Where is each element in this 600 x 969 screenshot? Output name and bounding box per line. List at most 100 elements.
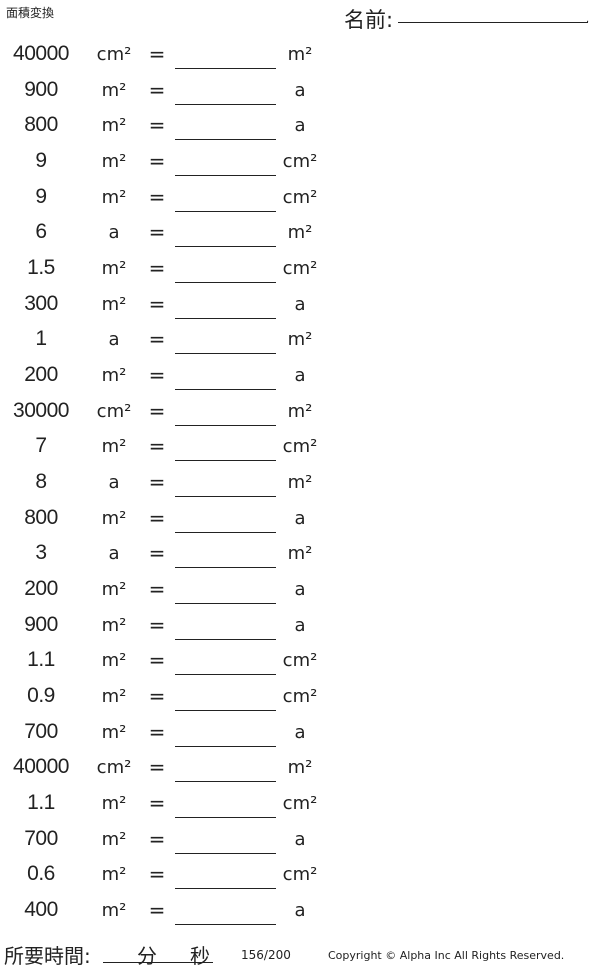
to-unit: m² (287, 543, 313, 565)
answer-blank[interactable] (175, 710, 276, 712)
name-label: 名前: (344, 8, 394, 32)
name-field[interactable] (398, 22, 588, 23)
problem-value: 200 (24, 577, 58, 601)
equals-sign: = (148, 791, 166, 816)
equals-sign: = (148, 898, 166, 923)
answer-blank[interactable] (175, 888, 276, 890)
equals-sign: = (148, 577, 166, 602)
problem-value: 700 (24, 826, 58, 850)
from-unit: a (108, 472, 120, 494)
to-unit: m² (287, 757, 313, 779)
answer-blank[interactable] (175, 68, 276, 69)
from-unit: a (108, 543, 120, 565)
problem-value: 800 (24, 113, 58, 137)
problem-value: 900 (24, 612, 58, 636)
problem-row: 40000 cm² = m² (0, 751, 340, 785)
problem-row: 3 a = m² (0, 537, 340, 571)
equals-sign: = (148, 862, 166, 887)
problem-row: 700 m² = a (0, 823, 340, 857)
answer-blank[interactable] (175, 674, 276, 676)
to-unit: cm² (282, 436, 318, 458)
problem-value: 6 (35, 220, 47, 244)
equals-sign: = (148, 327, 166, 352)
problem-row: 1 a = m² (0, 323, 340, 357)
problem-row: 7 m² = cm² (0, 430, 340, 464)
problem-row: 900 m² = a (0, 74, 340, 108)
equals-sign: = (148, 612, 166, 637)
from-unit: m² (101, 186, 127, 208)
equals-sign: = (148, 184, 166, 209)
answer-blank[interactable] (175, 246, 276, 248)
to-unit: m² (287, 44, 313, 65)
equals-sign: = (148, 220, 166, 245)
from-unit: m² (101, 650, 127, 672)
answer-blank[interactable] (175, 567, 276, 569)
problem-row: 8 a = m² (0, 466, 340, 500)
problem-value: 30000 (13, 398, 69, 422)
problem-row: 30000 cm² = m² (0, 395, 340, 429)
problem-value: 800 (24, 505, 58, 529)
problem-row: 700 m² = a (0, 716, 340, 750)
problem-value: 700 (24, 719, 58, 743)
page-number: 156/200 (241, 948, 291, 962)
answer-blank[interactable] (175, 638, 276, 640)
equals-sign: = (148, 42, 166, 66)
problem-row: 0.9 m² = cm² (0, 680, 340, 714)
answer-blank[interactable] (175, 531, 276, 533)
equals-sign: = (148, 755, 166, 780)
from-unit: m² (101, 293, 127, 315)
answer-blank[interactable] (175, 460, 276, 462)
to-unit: a (294, 115, 306, 137)
answer-blank[interactable] (175, 353, 276, 355)
answer-blank[interactable] (175, 745, 276, 747)
answer-blank[interactable] (175, 496, 276, 498)
answer-blank[interactable] (175, 139, 276, 141)
answer-blank[interactable] (175, 817, 276, 819)
problem-row: 200 m² = a (0, 573, 340, 607)
to-unit: a (294, 293, 306, 315)
answer-blank[interactable] (175, 282, 276, 284)
answer-blank[interactable] (175, 103, 276, 105)
to-unit: cm² (282, 864, 318, 886)
answer-blank[interactable] (175, 424, 276, 426)
problem-value: 3 (35, 541, 47, 565)
problem-row: 9 m² = cm² (0, 181, 340, 215)
problem-row: 1.1 m² = cm² (0, 787, 340, 821)
problem-row: 6 a = m² (0, 216, 340, 250)
problem-value: 0.6 (27, 862, 55, 886)
equals-sign: = (148, 149, 166, 173)
equals-sign: = (148, 113, 166, 138)
from-unit: m² (101, 828, 127, 850)
answer-blank[interactable] (175, 924, 276, 926)
from-unit: m² (101, 864, 127, 886)
equals-sign: = (148, 826, 166, 851)
to-unit: cm² (282, 793, 318, 815)
to-unit: a (294, 79, 306, 101)
from-unit: a (108, 222, 120, 244)
equals-sign: = (148, 398, 166, 423)
to-unit: a (294, 507, 306, 529)
answer-blank[interactable] (175, 389, 276, 391)
problem-value: 8 (35, 470, 47, 494)
to-unit: a (294, 828, 306, 850)
to-unit: m² (287, 329, 313, 351)
answer-blank[interactable] (175, 603, 276, 605)
problem-value: 400 (24, 898, 58, 922)
equals-sign: = (148, 719, 166, 744)
problem-value: 0.9 (27, 684, 55, 708)
equals-sign: = (148, 505, 166, 530)
from-unit: m² (101, 258, 127, 280)
worksheet-title: 面積変換 (6, 6, 55, 20)
seconds-label: 秒 (190, 944, 210, 968)
answer-blank[interactable] (175, 781, 276, 783)
from-unit: m² (101, 436, 127, 458)
time-field[interactable] (103, 962, 213, 963)
answer-blank[interactable] (175, 852, 276, 854)
answer-blank[interactable] (175, 210, 276, 212)
from-unit: m² (101, 79, 127, 101)
minutes-label: 分 (137, 944, 157, 968)
footer: 所要時間: 分 秒 156/200 Copyright © Alpha Inc … (0, 940, 600, 968)
answer-blank[interactable] (175, 317, 276, 319)
equals-sign: = (148, 648, 166, 673)
answer-blank[interactable] (175, 175, 276, 176)
